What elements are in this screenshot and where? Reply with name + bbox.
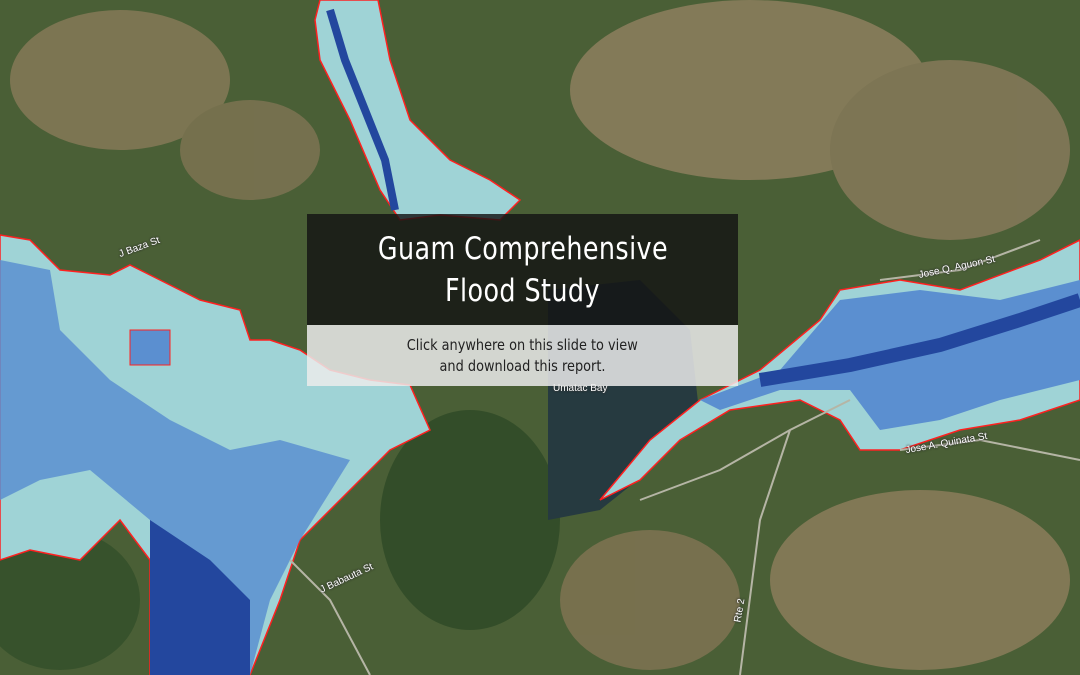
slide-title-line-1: Guam Comprehensive [377, 230, 668, 267]
slide-title-line-2: Flood Study [445, 272, 600, 309]
pond [129, 329, 171, 366]
subtitle-box[interactable]: Click anywhere on this slide to view and… [307, 325, 738, 386]
slide-subtitle-line-1: Click anywhere on this slide to view [407, 335, 638, 354]
flood-area-west-medium [0, 260, 350, 675]
slide-subtitle-line-2: and download this report. [439, 356, 606, 375]
flood-area-west-deep [150, 520, 250, 675]
title-box: Guam Comprehensive Flood Study [307, 214, 738, 325]
river-channel-east [758, 293, 1080, 387]
river-channel-north [326, 8, 399, 211]
map-label-umatac-bay: Umatac Bay [553, 383, 608, 394]
slide-caption[interactable]: Guam Comprehensive Flood Study Click any… [307, 214, 738, 386]
roads [289, 239, 1080, 675]
